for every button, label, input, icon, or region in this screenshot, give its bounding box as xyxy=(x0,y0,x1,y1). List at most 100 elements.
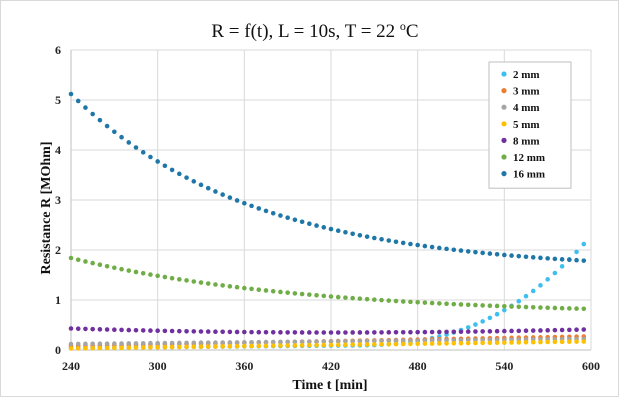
data-point xyxy=(227,284,233,289)
data-point xyxy=(328,294,334,299)
data-point xyxy=(379,330,384,335)
series-8-mm xyxy=(68,326,587,335)
data-point xyxy=(357,342,363,347)
data-point xyxy=(126,341,132,346)
data-point xyxy=(285,215,290,220)
data-point xyxy=(494,311,500,317)
data-point xyxy=(68,255,74,261)
x-tick-label: 540 xyxy=(495,359,513,373)
data-point xyxy=(502,307,507,313)
data-point xyxy=(451,247,457,253)
data-point xyxy=(473,249,478,255)
y-axis-title: Resistance R [MOhm] xyxy=(39,142,54,275)
data-point xyxy=(198,340,204,346)
data-point xyxy=(545,256,550,261)
data-point xyxy=(155,328,160,334)
data-point xyxy=(140,150,146,155)
data-point xyxy=(437,245,442,251)
data-point xyxy=(234,343,240,349)
data-points xyxy=(68,91,587,351)
legend-marker xyxy=(501,171,507,177)
legend-item: 8 mm xyxy=(501,135,540,147)
data-point xyxy=(126,345,132,351)
data-point xyxy=(177,340,182,346)
data-point xyxy=(83,341,88,347)
data-point xyxy=(270,330,276,335)
data-point xyxy=(220,344,225,349)
data-point xyxy=(68,326,74,331)
title-degree: o xyxy=(400,19,406,33)
data-point xyxy=(465,325,471,330)
data-point xyxy=(249,329,254,335)
data-point xyxy=(278,330,283,335)
y-tick-label: 2 xyxy=(55,243,61,257)
legend: 2 mm 3 mm 4 mm 5 mm 8 mm 12 mm 16 mm xyxy=(488,61,572,189)
data-point xyxy=(90,111,95,117)
data-point xyxy=(126,327,132,333)
data-point xyxy=(278,213,283,218)
data-point xyxy=(465,249,471,254)
data-point xyxy=(386,341,392,347)
data-point xyxy=(386,238,392,243)
series-5-mm xyxy=(68,339,587,351)
data-point xyxy=(350,330,355,335)
data-point xyxy=(242,285,247,291)
data-point xyxy=(90,341,95,347)
data-point xyxy=(408,299,413,305)
data-point xyxy=(307,292,312,297)
data-point xyxy=(538,328,543,333)
y-tick-label: 6 xyxy=(55,43,61,57)
data-point xyxy=(191,279,197,284)
data-point xyxy=(83,259,88,264)
data-point xyxy=(169,275,175,281)
data-point xyxy=(198,329,204,334)
data-point xyxy=(184,344,189,350)
data-point xyxy=(213,282,218,287)
data-point xyxy=(567,327,572,333)
data-point xyxy=(104,341,110,346)
chart-title: R = f(t), L = 10s, T = 22 oC xyxy=(211,19,418,42)
data-point xyxy=(213,344,218,349)
data-point xyxy=(242,343,247,349)
data-point xyxy=(177,171,182,177)
data-point xyxy=(350,231,355,237)
data-point xyxy=(422,243,428,249)
data-point xyxy=(227,195,233,200)
legend-item: 4 mm xyxy=(501,102,540,114)
data-point xyxy=(184,175,189,180)
data-point xyxy=(379,338,384,344)
data-point xyxy=(516,253,522,259)
data-point xyxy=(357,232,363,238)
data-point xyxy=(552,270,558,276)
data-point xyxy=(256,343,262,349)
data-point xyxy=(458,340,464,346)
data-point xyxy=(184,328,189,334)
x-tick-label: 240 xyxy=(62,359,80,373)
data-point xyxy=(581,258,587,263)
data-point xyxy=(162,340,168,346)
data-point xyxy=(545,328,550,333)
data-point xyxy=(328,339,334,344)
x-tick-label: 360 xyxy=(235,359,253,373)
data-point xyxy=(379,237,384,242)
data-point xyxy=(509,253,514,258)
data-point xyxy=(148,154,153,160)
data-point xyxy=(234,340,240,345)
data-point xyxy=(133,269,139,275)
data-point xyxy=(328,226,334,232)
data-point xyxy=(191,329,197,334)
data-point xyxy=(90,260,95,266)
data-point xyxy=(155,159,160,164)
data-point xyxy=(494,328,500,334)
legend-marker xyxy=(501,137,507,143)
data-point xyxy=(220,340,225,345)
data-point xyxy=(473,340,478,346)
data-point xyxy=(415,338,420,343)
data-point xyxy=(278,339,283,345)
data-point xyxy=(104,263,110,269)
data-point xyxy=(408,338,413,343)
data-point xyxy=(538,339,543,345)
data-point xyxy=(574,249,579,255)
data-point xyxy=(372,338,377,344)
